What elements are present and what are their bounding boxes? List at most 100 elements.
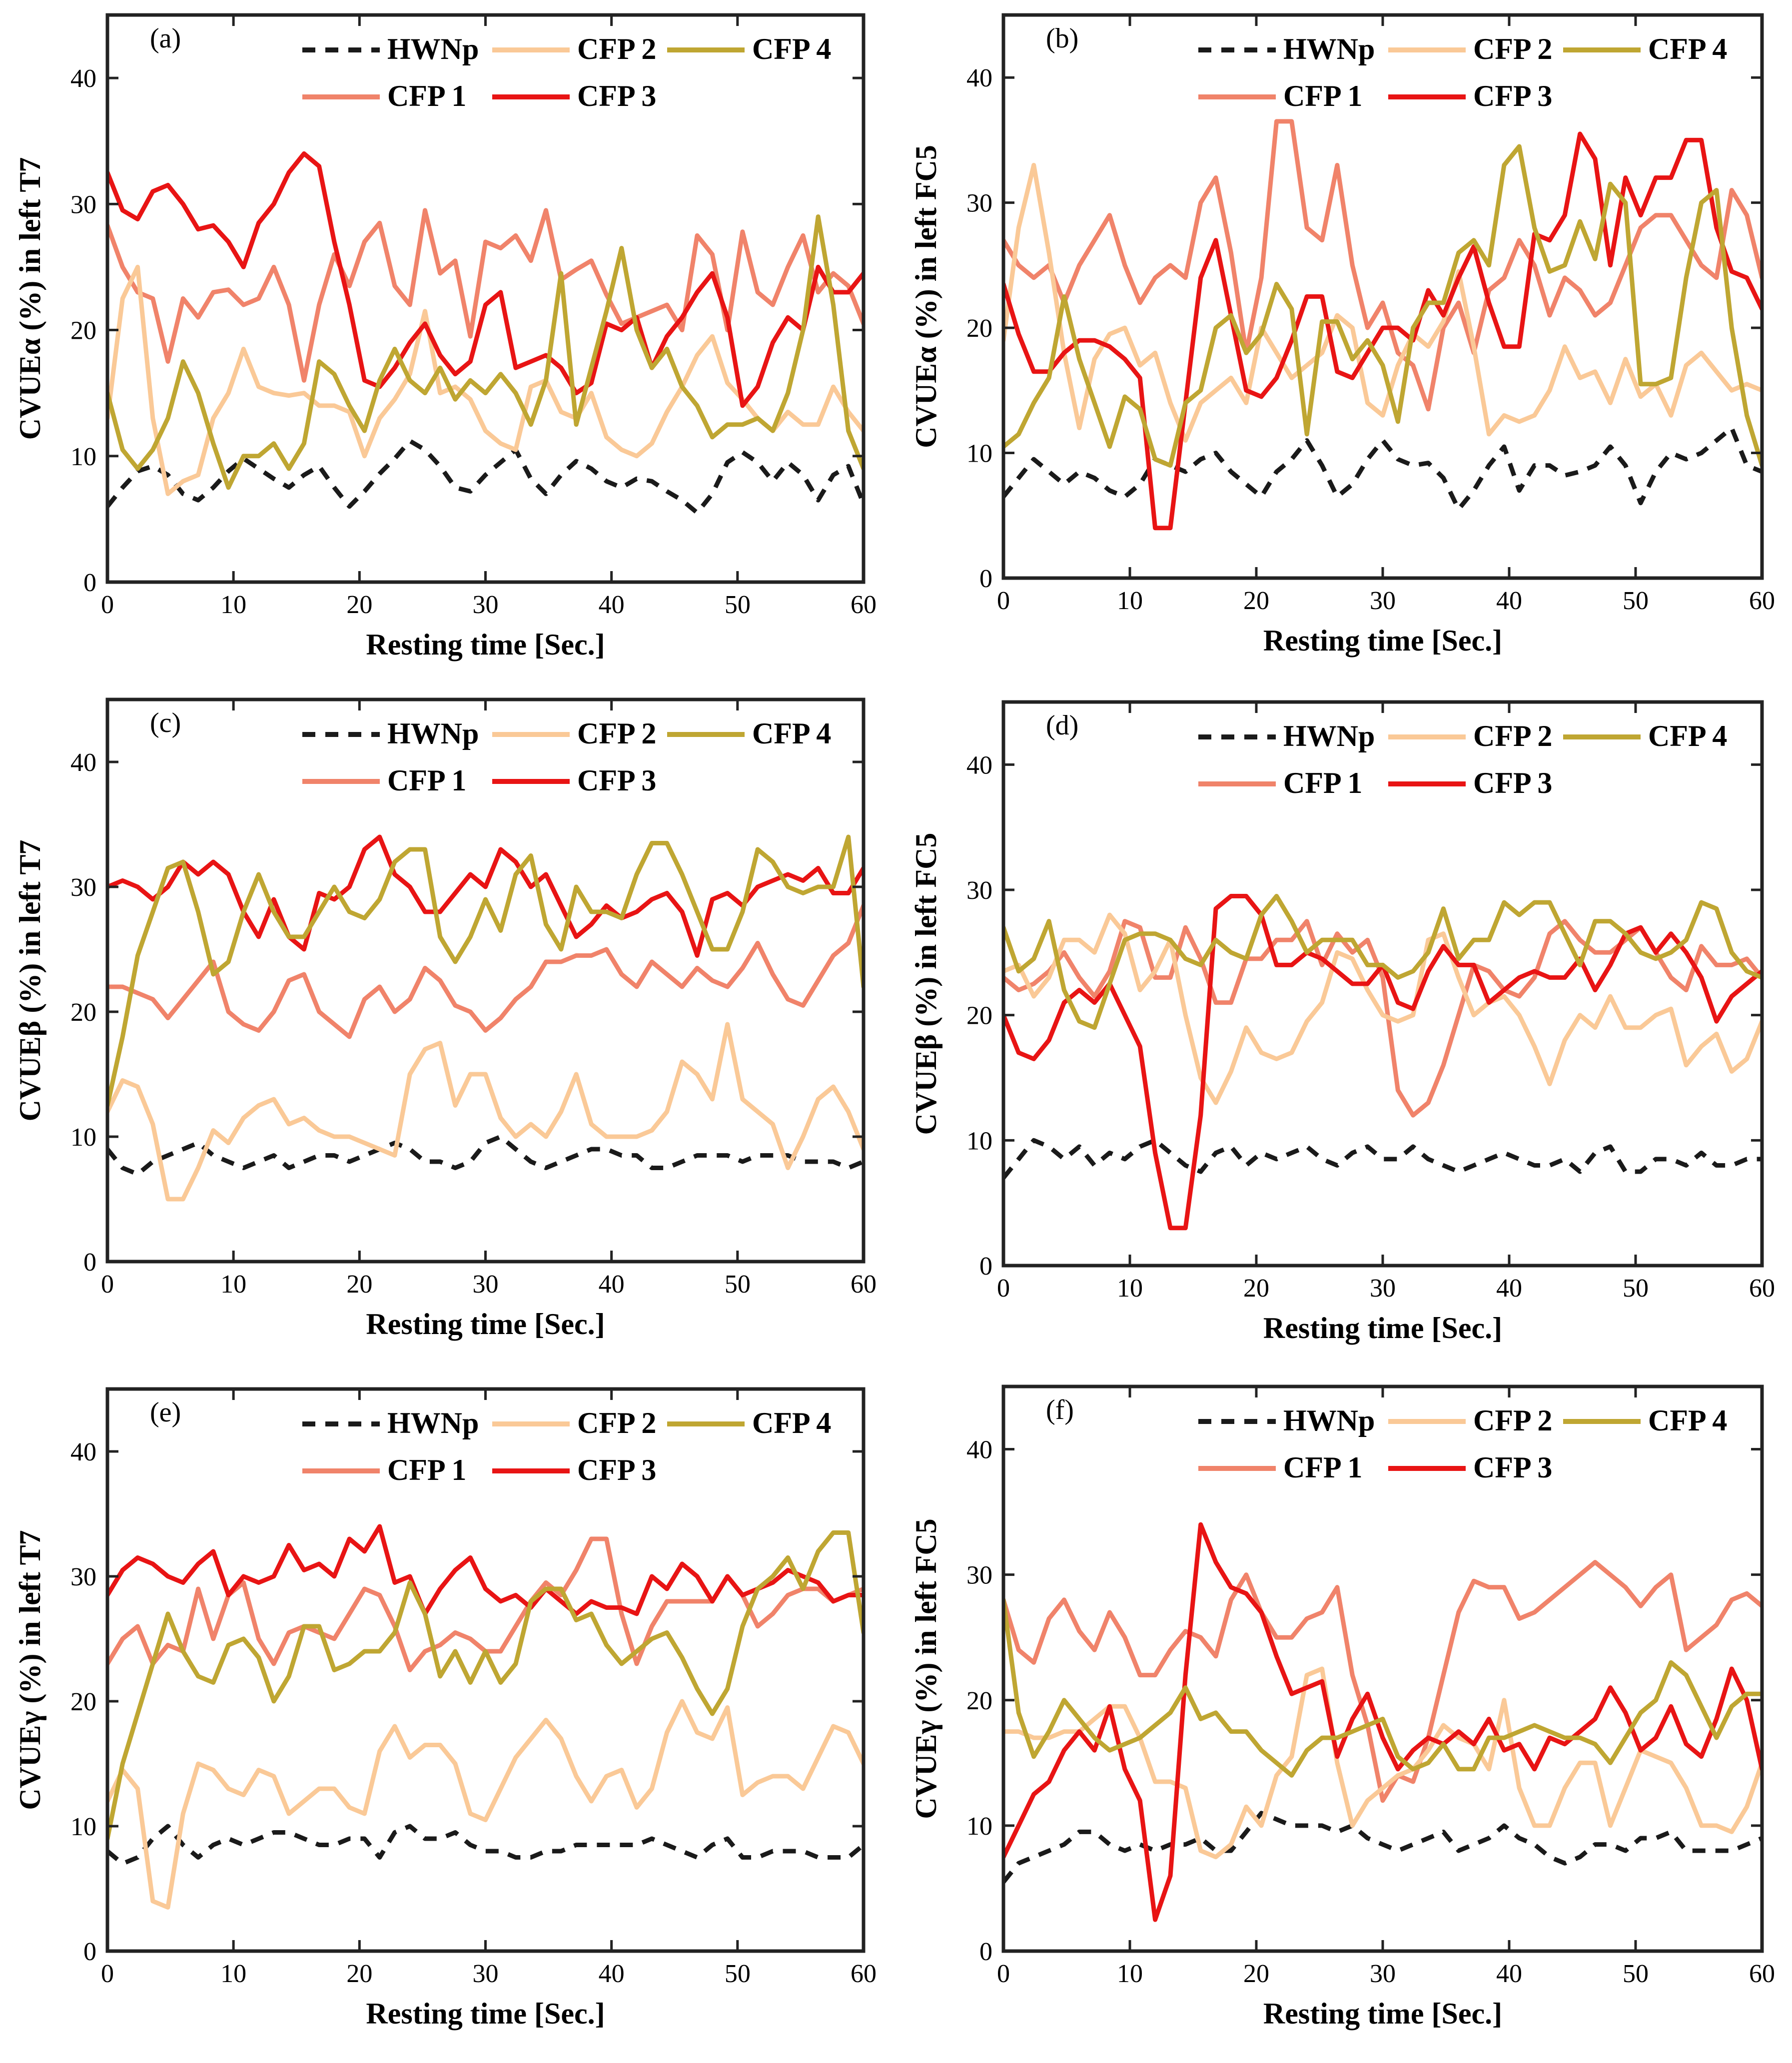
y-tick-label: 10 [70,1123,96,1152]
chart-panel: 0 10 20 30 40 50 60 0 10 20 30 40 Resting time [Sec.… [909,700,1775,1345]
legend-label: HWNp [1283,719,1375,752]
y-tick-label: 40 [70,64,96,93]
y-tick-label: 0 [979,1938,992,1966]
series-line-cfp-1 [1003,119,1762,412]
y-axis-label: CVUEα (%) in left T7 [13,157,46,440]
x-tick-label: 30 [1370,587,1396,615]
legend-label: CFP 3 [1473,79,1552,112]
y-axis-label: CVUEγ (%) in left T7 [13,1530,46,1810]
series-line-hwnp [1003,1811,1762,1884]
y-tick-label: 40 [70,748,96,777]
x-tick-label: 0 [997,1960,1010,1988]
x-tick-label: 10 [220,591,246,619]
x-tick-label: 60 [1749,1274,1775,1303]
series-line-cfp-4 [107,834,864,1108]
legend-label: CFP 2 [1473,719,1552,752]
x-axis-label: Resting time [Sec.] [366,1997,605,2030]
x-tick-label: 10 [1117,1960,1143,1988]
series-line-cfp-2 [1003,1666,1762,1860]
legend-label: CFP 1 [387,764,466,797]
x-tick-label: 40 [1496,587,1522,615]
chart-panel: 0 10 20 30 40 50 60 0 10 20 30 40 Resting time [Sec.… [909,13,1775,657]
legend-label: CFP 2 [1473,1404,1552,1437]
series-line-cfp-4 [107,214,864,490]
legend-label: CFP 2 [577,32,656,65]
legend-label: CFP 4 [1648,32,1727,65]
y-tick-label: 0 [83,1248,96,1277]
y-tick-label: 0 [83,569,96,597]
x-tick-label: 40 [1496,1960,1522,1988]
x-axis-label: Resting time [Sec.] [1263,624,1502,657]
x-tick-label: 60 [851,1270,877,1299]
series-line-hwnp [1003,1138,1762,1180]
x-tick-label: 0 [997,587,1010,615]
series-line-cfp-3 [107,834,864,958]
plot-area [107,699,864,1262]
legend-label: CFP 4 [1648,1404,1727,1437]
x-tick-label: 0 [101,1270,114,1299]
x-tick-label: 40 [1496,1274,1522,1303]
legend-label: CFP 3 [577,764,656,797]
series-line-hwnp [107,439,864,515]
series-line-cfp-2 [1003,912,1762,1105]
series-line-hwnp [107,1134,864,1177]
x-axis-label: Resting time [Sec.] [366,628,605,661]
panel-label: (f) [1046,1394,1074,1425]
chart-panel: 0 10 20 30 40 50 60 0 10 20 30 40 Resting time [Sec.… [909,1384,1775,2030]
x-tick-label: 10 [220,1960,246,1988]
chart-panel: 0 10 20 30 40 50 60 0 10 20 30 40 Resting time [Sec.… [13,13,877,661]
chart-panel: 0 10 20 30 40 50 60 0 10 20 30 40 Resting time [Sec.… [13,697,877,1341]
x-tick-label: 30 [473,1270,499,1299]
x-tick-label: 50 [1623,1274,1649,1303]
x-tick-label: 0 [997,1274,1010,1303]
y-tick-label: 10 [966,1812,992,1841]
legend-label: HWNp [387,32,479,65]
x-tick-label: 60 [851,1960,877,1988]
series-group [107,1524,864,1910]
x-tick-label: 10 [1117,587,1143,615]
series-group [1003,119,1762,531]
legend-label: HWNp [1283,32,1375,65]
series-line-cfp-4 [1003,1597,1762,1778]
legend: HWNp CFP 2 CFP 4 CFP 1 CFP 3 [1198,719,1727,799]
y-tick-label: 0 [83,1938,96,1966]
series-line-cfp-1 [107,208,864,383]
series-line-cfp-3 [107,151,864,408]
plot-area [1003,15,1762,578]
x-tick-label: 20 [346,1960,372,1988]
x-tick-label: 60 [851,591,877,619]
legend-label: CFP 4 [752,1406,831,1439]
panel-label: (a) [150,23,181,54]
series-line-cfp-3 [1003,1522,1762,1922]
y-axis-label: CVUEβ (%) in left T7 [13,840,46,1122]
series-line-cfp-2 [107,1022,864,1202]
plot-area [107,1389,864,1951]
x-tick-label: 30 [1370,1274,1396,1303]
y-axis-label: CVUEβ (%) in left FC5 [909,833,942,1135]
series-line-cfp-2 [107,1699,864,1910]
y-tick-label: 30 [966,876,992,905]
x-tick-label: 60 [1749,587,1775,615]
legend-label: HWNp [387,1406,479,1439]
legend-label: CFP 3 [577,1453,656,1486]
y-tick-label: 0 [979,1252,992,1281]
series-line-cfp-2 [1003,163,1762,443]
x-tick-label: 20 [1243,587,1269,615]
series-line-cfp-1 [1003,1560,1762,1803]
legend: HWNp CFP 2 CFP 4 CFP 1 CFP 3 [302,717,831,797]
y-axis-label: CVUEγ (%) in left FC5 [909,1518,942,1819]
series-group [107,151,864,515]
x-tick-label: 20 [346,591,372,619]
legend-label: CFP 3 [1473,1451,1552,1484]
x-tick-label: 20 [1243,1274,1269,1303]
y-tick-label: 20 [966,1687,992,1715]
panel-label: (e) [150,1397,181,1428]
y-tick-label: 10 [70,443,96,471]
x-axis-label: Resting time [Sec.] [1263,1997,1502,2030]
legend-label: CFP 4 [752,717,831,750]
x-tick-label: 40 [599,591,625,619]
x-tick-label: 30 [473,591,499,619]
legend: HWNp CFP 2 CFP 4 CFP 1 CFP 3 [302,1406,831,1486]
legend-label: CFP 3 [1473,766,1552,799]
